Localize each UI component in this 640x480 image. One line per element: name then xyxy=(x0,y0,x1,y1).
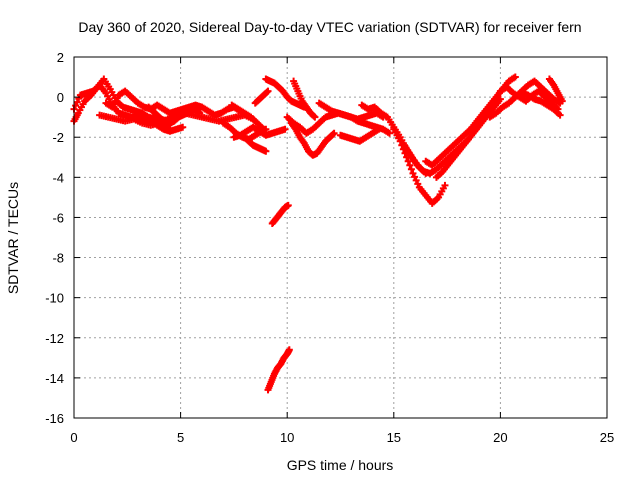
data-point xyxy=(496,95,504,103)
data-point xyxy=(310,112,318,120)
series-sat-m xyxy=(287,119,338,159)
data-point xyxy=(179,123,187,131)
series-sat-h xyxy=(230,123,289,141)
data-point xyxy=(411,173,419,181)
data-point xyxy=(281,125,289,133)
y-tick-label: -4 xyxy=(52,170,64,185)
data-point xyxy=(412,176,420,184)
series-sat-z1 xyxy=(268,201,292,227)
series-sat-g xyxy=(228,101,268,133)
data-point xyxy=(75,95,83,103)
data-point xyxy=(263,88,271,96)
data-point xyxy=(262,147,270,155)
series-sat-x xyxy=(518,89,564,119)
series-sat-t xyxy=(422,73,519,169)
data-point xyxy=(386,129,394,137)
x-tick-label: 25 xyxy=(600,430,614,445)
series-sat-o xyxy=(315,99,394,137)
x-tick-label: 0 xyxy=(70,430,77,445)
data-point xyxy=(409,169,417,177)
y-tick-label: -2 xyxy=(52,130,64,145)
x-tick-label: 5 xyxy=(177,430,184,445)
data-point xyxy=(73,98,81,106)
y-tick-label: 0 xyxy=(57,90,64,105)
data-point xyxy=(558,97,566,105)
y-tick-label: -12 xyxy=(45,331,64,346)
data-point xyxy=(511,73,519,81)
series-sat-y xyxy=(545,75,566,105)
data-point xyxy=(195,108,203,116)
data-point xyxy=(441,181,449,189)
series-sat-e xyxy=(145,103,204,127)
series-sat-z2 xyxy=(264,346,293,394)
data-point xyxy=(196,109,204,117)
data-point xyxy=(403,153,411,161)
x-tick-label: 15 xyxy=(387,430,401,445)
data-point xyxy=(285,346,293,354)
x-tick-label: 20 xyxy=(493,430,507,445)
series-sat-v xyxy=(486,77,564,121)
y-tick-label: -16 xyxy=(45,411,64,426)
data-point xyxy=(375,125,383,133)
series-sat-u xyxy=(432,95,504,181)
data-point xyxy=(329,130,337,138)
series-sat-j xyxy=(251,87,272,107)
chart-title: Day 360 of 2020, Sidereal Day-to-day VTE… xyxy=(78,19,581,35)
x-tick-label: 10 xyxy=(280,430,294,445)
y-tick-label: -10 xyxy=(45,291,64,306)
plot-frame xyxy=(73,56,608,419)
data-point xyxy=(396,137,404,145)
data-point xyxy=(414,180,422,188)
y-tick-label: 2 xyxy=(57,50,64,65)
series-sat-i xyxy=(241,133,270,155)
y-tick-label: -8 xyxy=(52,251,64,266)
data-point xyxy=(556,111,564,119)
y-tick-label: -6 xyxy=(52,210,64,225)
data-point xyxy=(404,157,412,165)
series-sat-k xyxy=(262,75,308,111)
y-tick-label: -14 xyxy=(45,371,64,386)
series-sat-r xyxy=(390,125,449,207)
series-sat-n xyxy=(290,77,319,121)
data-point xyxy=(406,161,414,169)
data-point xyxy=(264,87,272,95)
data-point xyxy=(330,129,338,137)
data-point xyxy=(407,165,415,173)
data-point xyxy=(311,113,319,121)
y-axis-label: SDTVAR / TECUs xyxy=(5,182,21,294)
x-axis-label: GPS time / hours xyxy=(287,457,394,473)
series-sat-p xyxy=(337,125,383,145)
data-points xyxy=(70,73,566,394)
data-point xyxy=(72,102,80,110)
data-point xyxy=(284,201,292,209)
